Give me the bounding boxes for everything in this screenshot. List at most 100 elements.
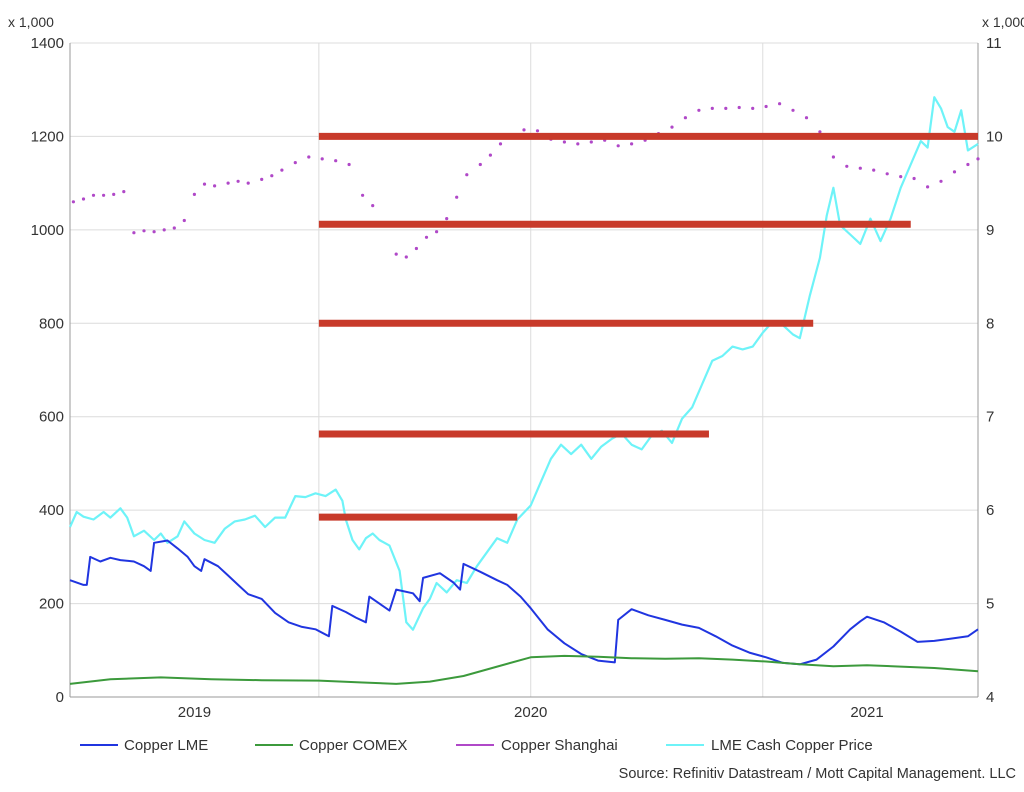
left-tick-label: 0 — [56, 689, 64, 706]
legend-label-lme-cash-copper-price: LME Cash Copper Price — [711, 737, 873, 754]
point-copper-shanghai — [122, 190, 126, 194]
point-copper-shanghai — [162, 228, 166, 232]
right-tick-label: 6 — [986, 502, 994, 519]
point-copper-shanghai — [132, 231, 136, 235]
point-copper-shanghai — [522, 128, 526, 132]
point-copper-shanghai — [764, 104, 768, 109]
point-copper-shanghai — [630, 142, 634, 146]
point-copper-shanghai — [912, 176, 916, 181]
point-copper-shanghai — [293, 161, 297, 165]
point-copper-shanghai — [498, 142, 503, 146]
point-copper-shanghai — [202, 182, 207, 186]
point-copper-shanghai — [858, 166, 862, 170]
point-copper-shanghai — [455, 195, 459, 199]
point-copper-shanghai — [280, 168, 284, 172]
point-copper-shanghai — [845, 164, 849, 168]
point-copper-shanghai — [112, 192, 116, 196]
point-copper-shanghai — [445, 217, 449, 221]
legend-label-copper-lme: Copper LME — [124, 737, 208, 754]
left-tick-label: 600 — [39, 409, 64, 426]
point-copper-shanghai — [236, 179, 240, 183]
point-copper-shanghai — [670, 125, 674, 129]
point-copper-shanghai — [804, 116, 809, 120]
point-copper-shanghai — [926, 185, 930, 189]
tick-labels: 0 200 400 600 800 1000 1200 1400 4 5 6 7 8 9 10 11 2019 2… — [31, 35, 1003, 721]
point-copper-shanghai — [831, 155, 836, 159]
left-tick-label: 800 — [39, 315, 64, 332]
left-tick-label: 1000 — [31, 222, 64, 239]
point-copper-shanghai — [589, 140, 593, 144]
support-levels — [318, 132, 978, 521]
point-copper-shanghai — [818, 130, 822, 134]
legend-label-copper-comex: Copper COMEX — [299, 737, 407, 754]
point-copper-shanghai — [488, 153, 492, 157]
point-copper-shanghai — [142, 229, 146, 233]
point-copper-shanghai — [697, 108, 701, 112]
x-tick-label: 2020 — [514, 704, 547, 721]
right-tick-label: 4 — [986, 689, 994, 706]
point-copper-shanghai — [791, 108, 795, 112]
point-copper-shanghai — [872, 168, 876, 172]
left-tick-label: 400 — [39, 502, 64, 519]
series-copper-shanghai — [71, 102, 980, 259]
point-copper-shanghai — [172, 226, 176, 230]
point-copper-shanghai — [535, 129, 540, 133]
legend-item-lme-cash-copper-price: LME Cash Copper Price — [666, 737, 873, 754]
point-copper-shanghai — [737, 105, 741, 110]
legend-item-copper-comex: Copper COMEX — [255, 737, 407, 754]
point-copper-shanghai — [371, 204, 375, 208]
point-copper-shanghai — [952, 170, 957, 174]
point-copper-shanghai — [683, 116, 688, 120]
gridlines — [70, 42, 978, 697]
legend-item-copper-shanghai: Copper Shanghai — [456, 737, 618, 754]
right-tick-label: 11 — [986, 35, 1002, 52]
axes: x 1,000 x 1,000 — [8, 14, 1024, 698]
legend-label-copper-shanghai: Copper Shanghai — [501, 737, 618, 754]
left-tick-label: 200 — [39, 596, 64, 613]
point-copper-shanghai — [226, 181, 230, 185]
point-copper-shanghai — [424, 235, 429, 239]
point-copper-shanghai — [270, 174, 274, 178]
left-tick-label: 1400 — [31, 35, 64, 52]
point-copper-shanghai — [213, 184, 217, 188]
point-copper-shanghai — [751, 106, 755, 110]
point-copper-shanghai — [91, 193, 96, 197]
point-copper-shanghai — [976, 157, 980, 161]
x-tick-label: 2019 — [178, 704, 211, 721]
left-tick-label: 1200 — [31, 128, 64, 145]
right-tick-label: 8 — [986, 315, 994, 332]
point-copper-shanghai — [81, 197, 86, 201]
point-copper-shanghai — [192, 192, 196, 196]
point-copper-shanghai — [562, 140, 567, 144]
point-copper-shanghai — [939, 179, 943, 183]
point-copper-shanghai — [885, 172, 889, 176]
point-copper-shanghai — [899, 175, 903, 179]
point-copper-shanghai — [152, 230, 156, 234]
point-copper-shanghai — [102, 193, 106, 197]
point-copper-shanghai — [616, 144, 620, 148]
point-copper-shanghai — [966, 162, 970, 167]
right-tick-label: 7 — [986, 409, 994, 426]
x-tick-label: 2021 — [850, 704, 883, 721]
point-copper-shanghai — [246, 181, 250, 185]
point-copper-shanghai — [320, 157, 324, 161]
point-copper-shanghai — [347, 162, 351, 167]
series — [68, 96, 980, 685]
point-copper-shanghai — [710, 106, 714, 110]
point-copper-shanghai — [307, 155, 311, 159]
point-copper-shanghai — [334, 159, 338, 163]
point-copper-shanghai — [71, 200, 75, 204]
legend-item-copper-lme: Copper LME — [80, 737, 208, 754]
point-copper-shanghai — [260, 177, 264, 181]
point-copper-shanghai — [414, 246, 418, 251]
legend: Copper LME Copper COMEX Copper Shanghai … — [80, 737, 873, 754]
left-axis-scale-note: x 1,000 — [8, 14, 54, 30]
point-copper-shanghai — [778, 102, 782, 106]
point-copper-shanghai — [404, 255, 408, 259]
source-note: Source: Refinitiv Datastream / Mott Capi… — [619, 766, 1016, 782]
line-lme-cash-copper-price — [68, 96, 979, 631]
right-tick-label: 9 — [986, 222, 994, 239]
point-copper-shanghai — [361, 193, 365, 197]
right-tick-label: 5 — [986, 596, 994, 613]
